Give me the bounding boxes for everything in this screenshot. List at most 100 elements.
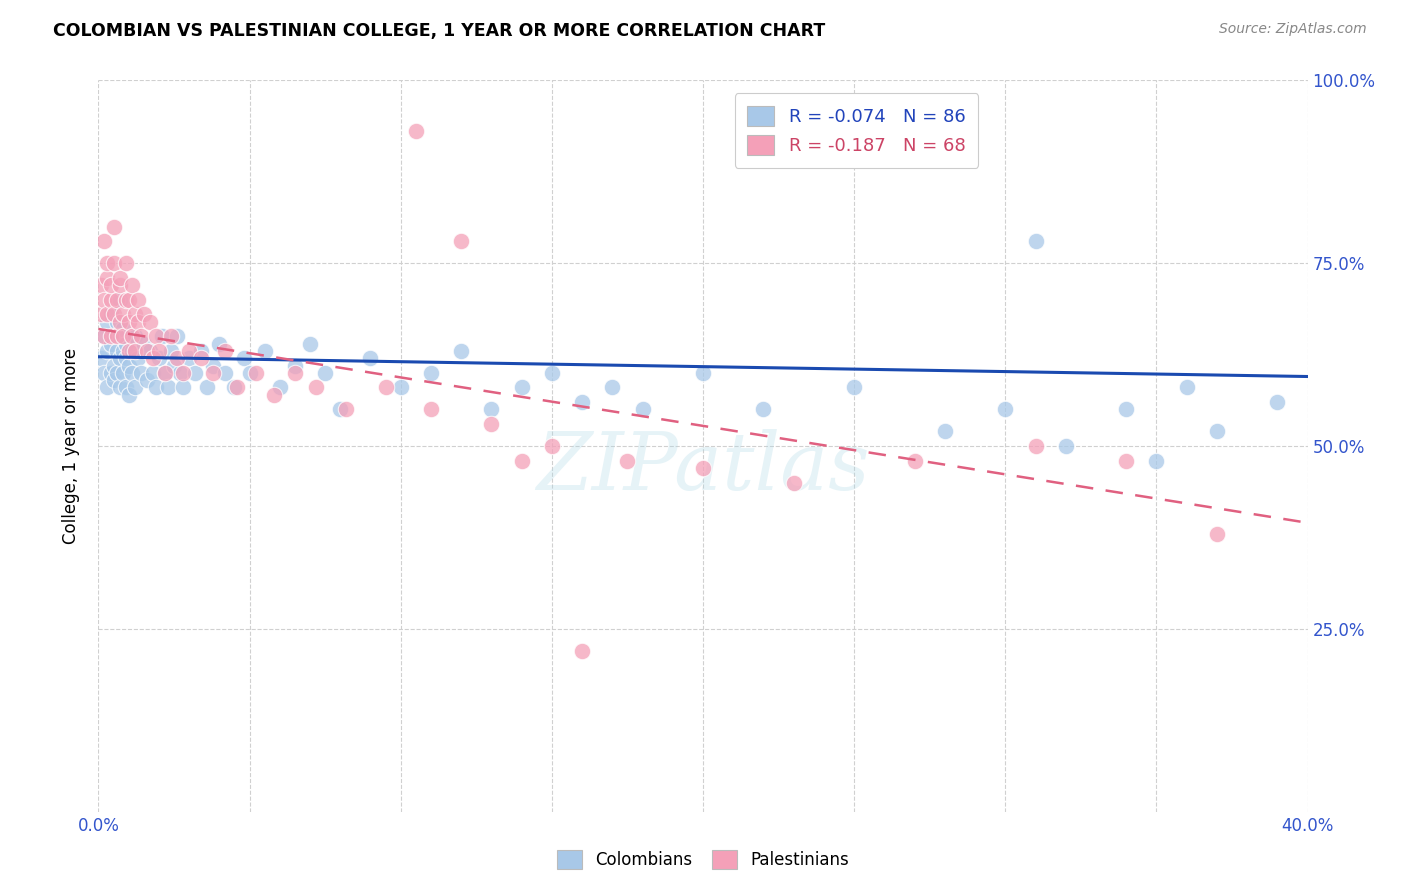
Point (132, 307, 155, 321)
Point (118, 315, 141, 329)
Point (179, 351, 201, 366)
Point (124, 329, 146, 343)
Point (114, 256, 136, 270)
Legend: Colombians, Palestinians: Colombians, Palestinians (547, 840, 859, 880)
Point (90, 351, 112, 366)
Point (103, 307, 125, 321)
Point (108, 315, 131, 329)
Point (105, 329, 128, 343)
Point (1144, 453, 1167, 467)
Point (108, 351, 131, 366)
Point (103, 359, 125, 373)
Point (616, 453, 638, 467)
Point (405, 124, 427, 138)
Point (108, 270, 131, 285)
Point (172, 380, 194, 394)
Point (602, 380, 624, 394)
Point (232, 351, 254, 366)
Point (284, 366, 307, 380)
Point (195, 380, 218, 394)
Point (127, 315, 149, 329)
Point (214, 366, 236, 380)
Point (103, 373, 125, 387)
Point (108, 329, 131, 343)
Point (571, 644, 593, 658)
Point (540, 366, 562, 380)
Point (96, 256, 118, 270)
Point (1206, 526, 1229, 541)
Point (132, 336, 155, 351)
Point (121, 366, 143, 380)
Point (335, 402, 357, 417)
Point (135, 373, 157, 387)
Point (202, 366, 225, 380)
Point (245, 366, 267, 380)
Point (93, 329, 115, 343)
Point (105, 315, 128, 329)
Point (631, 402, 654, 417)
Point (540, 439, 562, 453)
Point (172, 366, 194, 380)
Point (692, 461, 714, 475)
Point (100, 307, 122, 321)
Point (129, 329, 152, 343)
Point (114, 336, 136, 351)
Point (148, 343, 170, 358)
Point (121, 278, 143, 293)
Point (127, 351, 149, 366)
Point (118, 343, 141, 358)
Point (105, 293, 128, 307)
Point (263, 388, 285, 402)
Point (150, 329, 173, 343)
Point (305, 380, 328, 394)
Point (752, 402, 775, 417)
Point (90, 278, 112, 293)
Point (145, 380, 167, 394)
Point (139, 343, 162, 358)
Point (118, 388, 141, 402)
Point (111, 329, 134, 343)
Point (208, 336, 231, 351)
Point (124, 343, 146, 358)
Point (571, 395, 593, 409)
Point (510, 453, 533, 467)
Point (142, 366, 165, 380)
Point (100, 329, 122, 343)
Point (100, 278, 122, 293)
Point (103, 329, 125, 343)
Point (481, 402, 503, 417)
Point (148, 351, 170, 366)
Point (142, 351, 165, 366)
Point (1024, 234, 1046, 248)
Point (111, 322, 134, 336)
Point (100, 293, 122, 307)
Point (329, 402, 352, 417)
Text: ZIPatlas: ZIPatlas (536, 429, 870, 507)
Y-axis label: College, 1 year or more: College, 1 year or more (62, 348, 80, 544)
Point (284, 359, 307, 373)
Point (934, 146, 956, 161)
Point (108, 293, 131, 307)
Point (299, 336, 322, 351)
Point (450, 234, 472, 248)
Point (127, 293, 149, 307)
Point (103, 256, 125, 270)
Point (93, 293, 115, 307)
Point (360, 351, 382, 366)
Point (190, 343, 212, 358)
Point (994, 402, 1017, 417)
Point (114, 380, 136, 394)
Point (93, 329, 115, 343)
Point (1175, 380, 1198, 394)
Point (96, 380, 118, 394)
Point (783, 475, 806, 490)
Point (153, 366, 176, 380)
Point (108, 380, 131, 394)
Point (111, 307, 134, 321)
Point (145, 329, 167, 343)
Point (96, 270, 118, 285)
Point (692, 366, 714, 380)
Point (93, 366, 115, 380)
Point (160, 329, 183, 343)
Point (202, 359, 225, 373)
